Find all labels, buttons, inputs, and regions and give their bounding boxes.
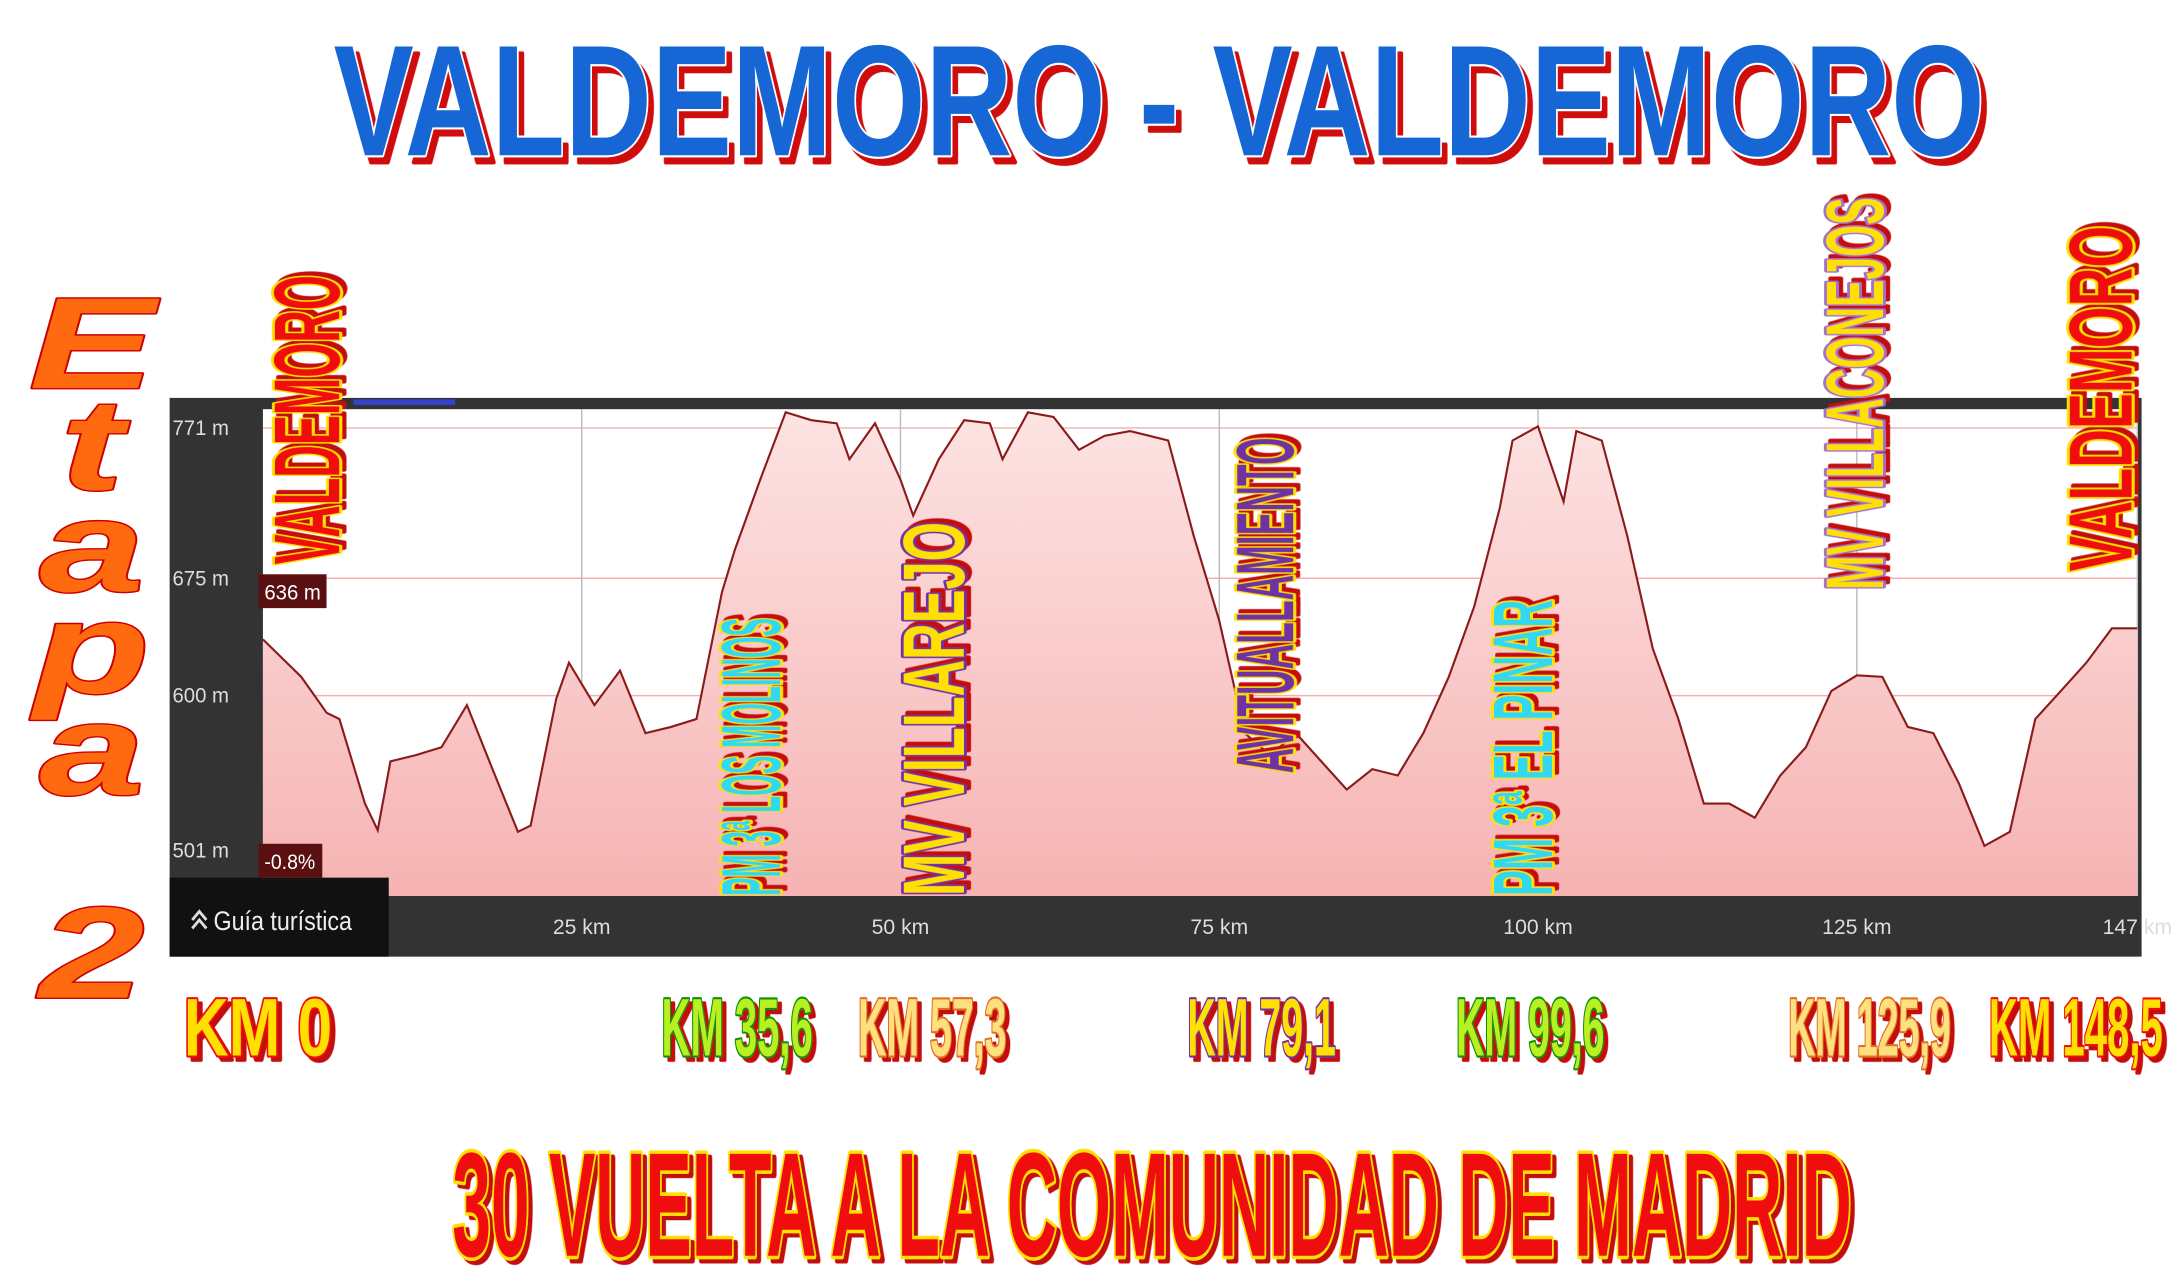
grade-badge — [258, 843, 323, 878]
km-label: KM 57,3 — [858, 982, 1006, 1073]
elevation-area — [262, 412, 2138, 896]
km-label: KM 79,1 — [1187, 982, 1335, 1073]
km-label: KM 0 — [184, 982, 332, 1073]
waypoint-label: MV VILLACONEJOS — [1810, 198, 1901, 590]
y-tick-label: 600 m — [172, 685, 229, 708]
waypoint-label: PM 3ª EL PINAR — [1475, 600, 1570, 896]
guide-label[interactable]: Guía turística — [213, 906, 352, 936]
x-tick-label: 75 km — [1190, 916, 1248, 939]
grade-label: -0.8% — [264, 851, 315, 874]
guide-button[interactable] — [169, 877, 389, 957]
waypoint-label: AVITUALLAMIENTO — [1220, 437, 1311, 773]
y-tick-label: 771 m — [172, 417, 229, 440]
km-label: KM 148,5 — [1989, 982, 2163, 1073]
start-elevation: 636 m — [264, 582, 321, 605]
x-tick-label: 25 km — [553, 916, 611, 939]
km-label: KM 35,6 — [662, 982, 813, 1073]
x-tick-label: 125 km — [1822, 916, 1892, 939]
km-label: KM 125,9 — [1788, 982, 1951, 1073]
x-tick-label: 100 km — [1503, 916, 1573, 939]
waypoint-label: VALDEMORO — [2051, 226, 2152, 572]
waypoint-label: PM 3ª LOS MOLINOS — [703, 618, 798, 896]
x-tick-label: 50 km — [872, 916, 930, 939]
km-label: KM 99,6 — [1456, 982, 1604, 1073]
title: VALDEMORO - VALDEMORO — [334, 12, 1985, 189]
waypoint-label: VALDEMORO — [255, 275, 359, 564]
progress-bar — [353, 399, 456, 405]
elevation-line — [262, 410, 2138, 848]
x-tick-label: 147 km — [2103, 916, 2173, 939]
footer: 30 VUELTA A LA COMUNIDAD DE MADRID — [452, 1123, 1851, 1284]
y-tick-label: 501 m — [172, 840, 229, 863]
waypoint-label: MV VILLAREJO — [885, 522, 983, 896]
elevation-badge — [258, 574, 327, 609]
chevron-icon — [191, 909, 208, 930]
y-tick-label: 675 m — [172, 567, 229, 590]
